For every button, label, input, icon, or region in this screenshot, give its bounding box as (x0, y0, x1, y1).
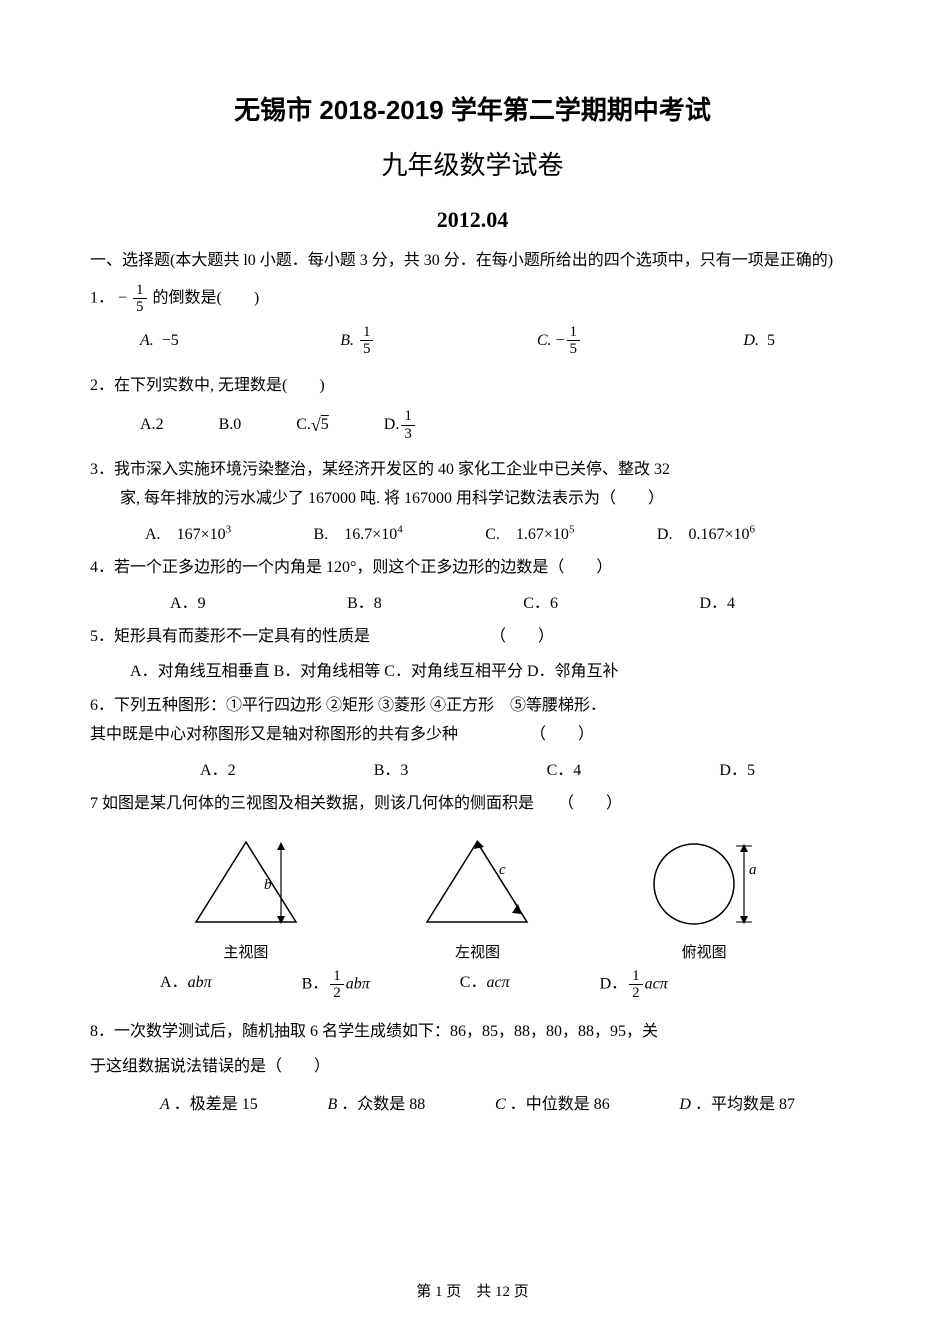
svg-text:a: a (749, 862, 757, 878)
exam-subtitle: 九年级数学试卷 (90, 145, 855, 182)
q1-opt-d: D. 5 (743, 324, 775, 358)
q7-opt-d: D．12acπ (600, 968, 668, 1002)
triangle-main-icon: b (176, 834, 316, 934)
q3-options: A. 167×103 B. 16.7×104 C. 1.67×105 D. 0.… (90, 520, 855, 544)
q8-opt-a: A．极差是 15 (160, 1090, 258, 1114)
q6-opt-d: D．5 (719, 756, 755, 780)
svg-text:b: b (264, 877, 272, 893)
fig-left-view: c 左视图 (407, 834, 547, 962)
q2-opt-b: B. 0 (219, 408, 242, 442)
q6-options: A．2 B．3 C．4 D．5 (90, 756, 855, 780)
fig-top-view: a 俯视图 (639, 834, 769, 962)
q1-options: A. −5 B. 15 C. − 15 D. 5 (90, 324, 855, 358)
q8-opt-d: D．平均数是 87 (679, 1090, 795, 1114)
q8-options: A．极差是 15 B．众数是 88 C．中位数是 86 D．平均数是 87 (90, 1090, 855, 1114)
question-5: 5．矩形具有而菱形不一定具有的性质是 （ ） (90, 623, 855, 652)
q2-opt-c: C. √5 (296, 408, 329, 442)
q7-options: A．abπ B．12abπ C．acπ D．12acπ (90, 968, 855, 1002)
q4-opt-b: B．8 (347, 589, 382, 613)
question-3: 3．我市深入实施环境污染整治，某经济开发区的 40 家化工企业中已关停、整改 3… (90, 456, 855, 514)
q3-opt-c: C. 1.67×105 (485, 520, 574, 544)
q3-opt-d: D. 0.167×106 (657, 520, 755, 544)
question-8: 8．一次数学测试后，随机抽取 6 名学生成绩如下：86，85，88，80，88，… (90, 1014, 855, 1084)
q2-opt-d: D. 13 (384, 408, 417, 442)
q6-opt-b: B．3 (374, 756, 409, 780)
q1-opt-c: C. − 15 (537, 324, 582, 358)
q8-opt-c: C．中位数是 86 (495, 1090, 610, 1114)
q2-options: A. 2 B. 0 C. √5 D. 13 (90, 408, 855, 442)
question-1: 1． − 1 5 的倒数是( ) (90, 282, 855, 316)
q2-opt-a: A. 2 (140, 408, 164, 442)
q7-opt-b: B．12abπ (302, 968, 370, 1002)
question-4: 4．若一个正多边形的一个内角是 120°，则这个正多边形的边数是（ ） (90, 554, 855, 583)
q1-frac: 1 5 (133, 282, 147, 316)
q4-options: A．9 B．8 C．6 D．4 (90, 589, 855, 613)
q8-opt-b: B．众数是 88 (328, 1090, 426, 1114)
q7-figures: b 主视图 c 左视图 a 俯视图 (130, 834, 815, 962)
q3-opt-b: B. 16.7×104 (314, 520, 403, 544)
exam-date: 2012.04 (90, 207, 855, 233)
q6-opt-a: A．2 (200, 756, 236, 780)
q7-opt-c: C．acπ (460, 968, 510, 1002)
section-header: 一、选择题(本大题共 l0 小题．每小题 3 分，共 30 分．在每小题所给出的… (90, 248, 855, 274)
q4-opt-d: D．4 (699, 589, 735, 613)
triangle-left-icon: c (407, 834, 547, 934)
q6-opt-c: C．4 (547, 756, 582, 780)
fig-main-view: b 主视图 (176, 834, 316, 962)
q1-number: 1． (90, 289, 114, 306)
q1-opt-a: A. −5 (140, 324, 179, 358)
circle-top-icon: a (639, 834, 769, 934)
q4-opt-c: C．6 (523, 589, 558, 613)
exam-title: 无锡市 2018-2019 学年第二学期期中考试 (90, 90, 855, 127)
q4-opt-a: A．9 (170, 589, 206, 613)
question-2: 2．在下列实数中, 无理数是( ) (90, 372, 855, 401)
q5-options: A．对角线互相垂直 B．对角线相等 C．对角线互相平分 D．邻角互补 (90, 658, 855, 687)
question-6: 6．下列五种图形：①平行四边形 ②矩形 ③菱形 ④正方形 ⑤等腰梯形． 其中既是… (90, 692, 855, 750)
q7-opt-a: A．abπ (160, 968, 212, 1002)
q3-opt-a: A. 167×103 (145, 520, 231, 544)
question-7: 7 如图是某几何体的三视图及相关数据，则该几何体的侧面积是 （ ） (90, 790, 855, 819)
q1-opt-b: B. 15 (340, 324, 375, 358)
svg-text:c: c (499, 862, 506, 878)
q1-pre: − (118, 289, 127, 306)
page-footer: 第 1 页 共 12 页 (0, 1280, 945, 1301)
q1-post: 的倒数是( ) (153, 289, 260, 306)
